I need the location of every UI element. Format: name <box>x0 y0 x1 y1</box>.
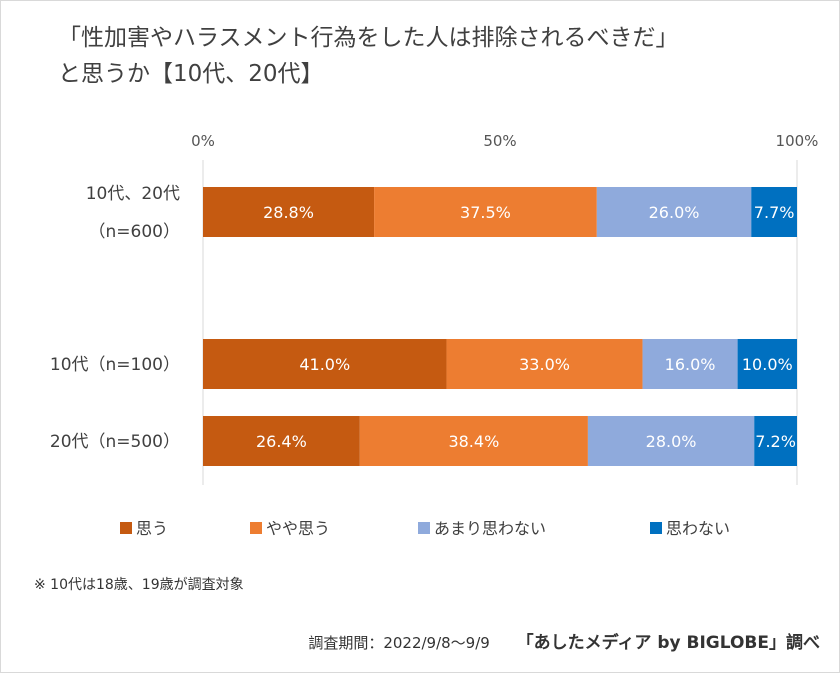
legend-swatch <box>418 522 430 534</box>
bar-segment <box>642 339 738 389</box>
bar-segment <box>754 416 797 466</box>
legend-swatch <box>120 522 132 534</box>
bar-segment <box>587 416 755 466</box>
bar-segment <box>203 416 360 466</box>
data-label: 37.5% <box>460 203 511 222</box>
chart-title: 「性加害やハラスメント行為をした人は排除されるべきだ」 と思うか【10代、20代… <box>58 20 679 92</box>
footer: 調査期間：2022/9/8～9/9 「あしたメディア by BIGLOBE」調べ <box>308 628 820 653</box>
bar-segment <box>203 187 375 237</box>
legend-label: 思う <box>136 519 168 538</box>
legend-swatch <box>250 522 262 534</box>
title-line-1: 「性加害やハラスメント行為をした人は排除されるべきだ」 <box>58 25 679 51</box>
data-label: 28.8% <box>263 203 314 222</box>
legend-label: あまり思わない <box>434 519 546 538</box>
bar-segment <box>596 187 752 237</box>
data-label: 28.0% <box>646 432 697 451</box>
data-label: 10.0% <box>742 355 793 374</box>
title-line-2: と思うか【10代、20代】 <box>58 61 324 87</box>
x-tick-label: 50% <box>483 132 516 150</box>
category-label: 10代、20代 <box>86 184 180 204</box>
category-label: 10代（n=100） <box>50 355 180 375</box>
bar-segment <box>359 416 588 466</box>
category-label: 20代（n=500） <box>50 432 180 452</box>
data-label: 7.7% <box>754 203 795 222</box>
legend-swatch <box>650 522 662 534</box>
survey-period: 調査期間：2022/9/8～9/9 <box>308 634 490 652</box>
bar-segment <box>751 187 797 237</box>
data-label: 26.0% <box>649 203 700 222</box>
bar-segment <box>203 339 447 389</box>
source-credit: 「あしたメディア by BIGLOBE」調べ <box>516 633 820 653</box>
bar-segment <box>737 339 797 389</box>
data-label: 26.4% <box>256 432 307 451</box>
data-label: 38.4% <box>448 432 499 451</box>
data-label: 16.0% <box>665 355 716 374</box>
legend-label: 思わない <box>666 519 730 538</box>
legend-label: やや思う <box>266 519 330 538</box>
footnote: ※ 10代は18歳、19歳が調査対象 <box>34 577 244 593</box>
x-tick-label: 0% <box>191 132 215 150</box>
x-tick-label: 100% <box>776 132 819 150</box>
data-label: 7.2% <box>755 432 796 451</box>
data-label: 41.0% <box>299 355 350 374</box>
bar-segment <box>446 339 643 389</box>
bar-segment <box>374 187 597 237</box>
data-label: 33.0% <box>519 355 570 374</box>
category-label: （n=600） <box>89 222 180 242</box>
